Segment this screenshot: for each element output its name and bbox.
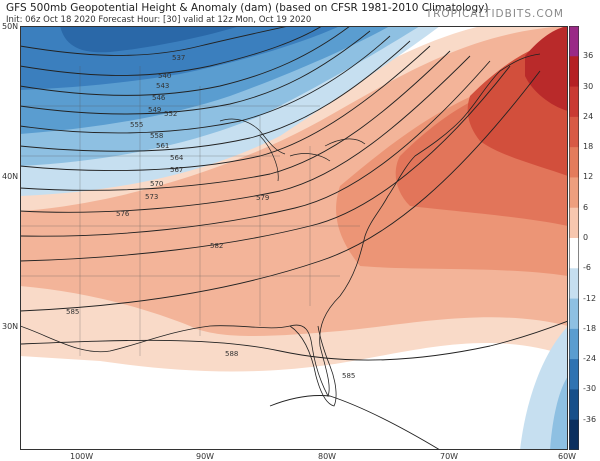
contour-label-555: 555 <box>130 121 143 129</box>
lat-label-30n: 30N <box>2 322 19 331</box>
contour-label-561: 561 <box>156 142 169 150</box>
map-frame <box>20 26 568 450</box>
anomaly-cold-southeast-inner <box>550 376 568 450</box>
colorbar-segment <box>569 26 579 57</box>
map-title: GFS 500mb Geopotential Height & Anomaly … <box>6 2 489 14</box>
contour-label-576: 576 <box>116 210 130 218</box>
colorbar-segment <box>569 116 579 148</box>
colorbar-tick-label: 6 <box>583 202 589 212</box>
height-contours <box>20 26 568 450</box>
colorbar-segment <box>569 359 579 390</box>
lon-label-80w: 80W <box>318 452 337 461</box>
colorbar-tick-label: -18 <box>583 323 597 333</box>
colorbar-segment <box>569 328 579 360</box>
contour-label-546: 546 <box>152 94 166 102</box>
contour-label-537: 537 <box>172 54 185 62</box>
contour-label-570: 570 <box>150 180 163 188</box>
colorbar-tick-label: -12 <box>583 293 597 303</box>
contour-label-573: 573 <box>145 193 158 201</box>
colorbar-segment <box>569 268 579 300</box>
contour-label-552: 552 <box>164 110 177 118</box>
map-panel: 537 540 543 546 549 552 555 558 561 564 … <box>20 26 568 450</box>
colorbar-tick-label: 36 <box>583 51 594 61</box>
lat-label-40n: 40N <box>2 172 19 181</box>
colorbar-tick-label: -6 <box>583 263 591 273</box>
colorbar-tick-label: 30 <box>583 81 594 91</box>
contour-label-585-south: 585 <box>342 372 355 380</box>
colorbar-segment <box>569 86 579 118</box>
contour-label-585: 585 <box>66 308 79 316</box>
lon-label-100w: 100W <box>70 452 94 461</box>
lat-label-50n: 50N <box>2 22 19 31</box>
colorbar-segment <box>569 177 579 209</box>
florida-peninsula <box>289 325 337 407</box>
colorbar-segment <box>569 207 579 239</box>
colorbar-tick-label: -30 <box>583 384 597 394</box>
map-subtitle: Init: 06z Oct 18 2020 Forecast Hour: [30… <box>6 15 312 25</box>
brand-watermark: TROPICALTIDBITS.COM <box>425 8 564 20</box>
colorbar-segment <box>569 238 579 269</box>
contour-label-564: 564 <box>170 154 184 162</box>
anomaly-warm-30 <box>525 26 568 111</box>
colorbar-frame <box>569 26 579 450</box>
colorbar-tick-label: 0 <box>583 233 589 242</box>
contour-label-540: 540 <box>158 72 171 80</box>
contour-label-579: 579 <box>256 194 269 202</box>
anomaly-cold-30 <box>60 26 240 53</box>
colorbar-tick-label: -24 <box>583 354 597 364</box>
lon-label-70w: 70W <box>440 452 459 461</box>
contour-label-558: 558 <box>150 132 163 140</box>
colorbar-tick-label: 18 <box>583 142 594 152</box>
contour-label-549: 549 <box>148 106 161 114</box>
colorbar-segment <box>569 147 579 178</box>
contour-label-588: 588 <box>225 350 238 358</box>
lon-label-60w: 60W <box>558 452 577 461</box>
contour-label-543: 543 <box>156 82 169 90</box>
lon-label-90w: 90W <box>196 452 215 461</box>
colorbar-segment <box>569 389 579 421</box>
colorbar-tick-label: -36 <box>583 414 597 424</box>
colorbar-segment <box>569 56 579 88</box>
colorbar-tick-label: 24 <box>583 111 594 121</box>
colorbar <box>569 26 579 450</box>
colorbar-segment <box>569 419 579 450</box>
contour-label-567: 567 <box>170 166 183 174</box>
contour-label-582: 582 <box>210 242 223 250</box>
colorbar-tick-label: 12 <box>583 172 594 182</box>
colorbar-segment <box>569 298 579 330</box>
